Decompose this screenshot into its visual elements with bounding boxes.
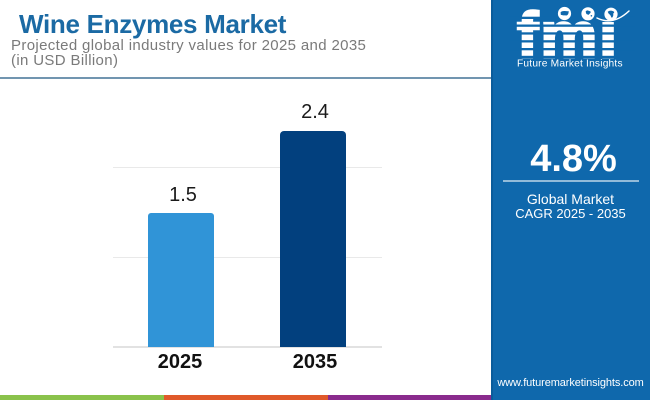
svg-text:Future Market Insights: Future Market Insights: [517, 59, 623, 70]
